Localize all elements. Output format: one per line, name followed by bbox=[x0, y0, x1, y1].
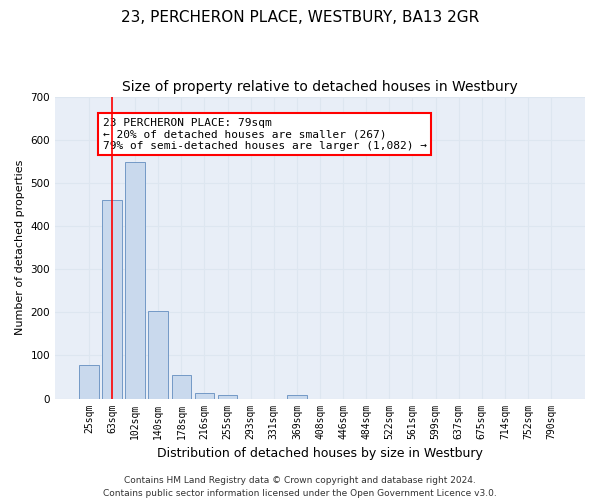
X-axis label: Distribution of detached houses by size in Westbury: Distribution of detached houses by size … bbox=[157, 447, 483, 460]
Text: 23 PERCHERON PLACE: 79sqm
← 20% of detached houses are smaller (267)
79% of semi: 23 PERCHERON PLACE: 79sqm ← 20% of detac… bbox=[103, 118, 427, 151]
Text: 23, PERCHERON PLACE, WESTBURY, BA13 2GR: 23, PERCHERON PLACE, WESTBURY, BA13 2GR bbox=[121, 10, 479, 25]
Bar bbox=[194, 392, 214, 398]
Y-axis label: Number of detached properties: Number of detached properties bbox=[15, 160, 25, 335]
Bar bbox=[148, 311, 168, 398]
Bar bbox=[218, 395, 238, 398]
Bar bbox=[79, 365, 99, 398]
Bar bbox=[102, 200, 122, 398]
Bar bbox=[287, 395, 307, 398]
Bar bbox=[172, 375, 191, 398]
Text: Contains HM Land Registry data © Crown copyright and database right 2024.
Contai: Contains HM Land Registry data © Crown c… bbox=[103, 476, 497, 498]
Bar bbox=[125, 162, 145, 398]
Title: Size of property relative to detached houses in Westbury: Size of property relative to detached ho… bbox=[122, 80, 518, 94]
